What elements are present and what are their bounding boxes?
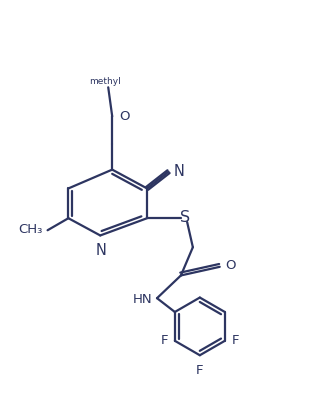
Text: F: F	[232, 334, 239, 347]
Text: O: O	[225, 259, 235, 272]
Text: N: N	[95, 243, 106, 258]
Text: HN: HN	[133, 292, 152, 306]
Text: methyl: methyl	[89, 77, 121, 86]
Text: N: N	[173, 164, 184, 178]
Text: S: S	[180, 210, 190, 225]
Text: CH₃: CH₃	[18, 223, 43, 236]
Text: F: F	[196, 364, 204, 377]
Text: O: O	[119, 110, 130, 123]
Text: F: F	[160, 334, 168, 347]
